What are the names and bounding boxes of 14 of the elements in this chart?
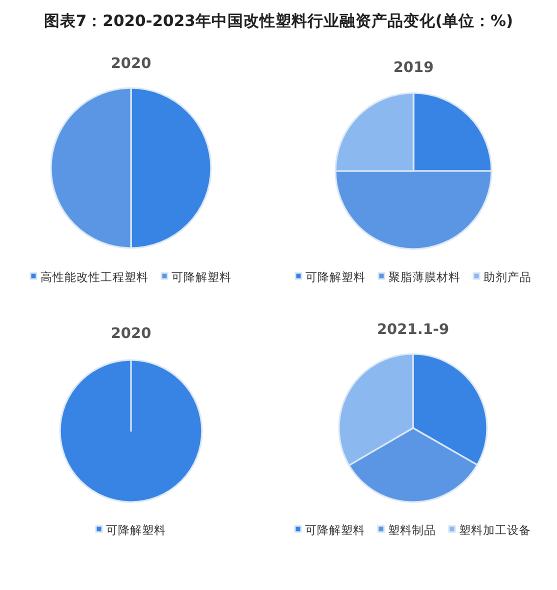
legend-label: 可降解塑料 bbox=[172, 270, 232, 284]
title: 图表7：2020-2023年中国改性塑料行业融资产品变化(单位：%) bbox=[44, 12, 514, 30]
legend-label: 聚脂薄膜材料 bbox=[388, 270, 460, 284]
panel-title: 2021.1-9 bbox=[376, 322, 450, 338]
legend-label: 可降解塑料 bbox=[106, 523, 166, 537]
panel-title: 2019 bbox=[393, 60, 434, 76]
panel-title: 2020 bbox=[110, 56, 152, 72]
panel-title: 2020 bbox=[110, 326, 152, 342]
legend-label: 高性能改性工程塑料 bbox=[40, 270, 148, 284]
legend-label: 塑料制品 bbox=[388, 523, 436, 537]
legend-label: 塑料加工设备 bbox=[459, 523, 531, 537]
legend-label: 可降解塑料 bbox=[305, 523, 365, 537]
legend-label: 助剂产品 bbox=[484, 270, 532, 284]
legend-label: 可降解塑料 bbox=[306, 270, 366, 284]
